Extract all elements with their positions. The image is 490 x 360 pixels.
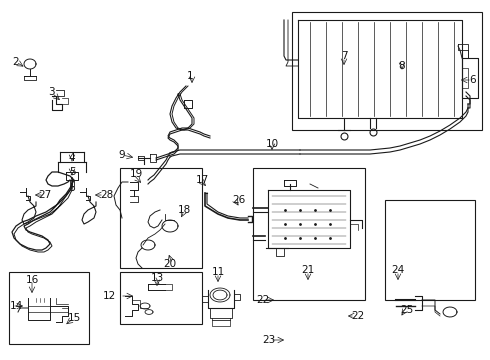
Bar [120, 168, 202, 268]
Text: 7: 7 [341, 51, 347, 61]
Text: 2: 2 [12, 57, 19, 67]
Text: 14: 14 [10, 301, 23, 311]
Text: 18: 18 [177, 205, 191, 215]
Text: 9: 9 [118, 150, 124, 160]
Text: 20: 20 [164, 259, 176, 269]
Text: 16: 16 [25, 275, 39, 285]
Text: 5: 5 [69, 167, 75, 177]
Text: 28: 28 [100, 190, 113, 200]
Text: 13: 13 [150, 273, 164, 283]
Text: 17: 17 [196, 175, 209, 185]
Text: 8: 8 [399, 61, 405, 71]
Text: 22: 22 [256, 295, 269, 305]
Text: 26: 26 [232, 195, 245, 205]
Text: 22: 22 [351, 311, 365, 321]
Text: 27: 27 [38, 190, 51, 200]
Text: 21: 21 [301, 265, 315, 275]
Text: 25: 25 [400, 305, 413, 315]
Text: 6: 6 [469, 75, 476, 85]
Text: 23: 23 [262, 335, 275, 345]
Bar [9, 272, 89, 344]
Bar [385, 200, 475, 300]
Text: 4: 4 [69, 153, 75, 163]
Bar [292, 12, 482, 130]
Text: 15: 15 [68, 313, 81, 323]
Text: 10: 10 [266, 139, 278, 149]
Text: 1: 1 [187, 71, 194, 81]
Text: 12: 12 [103, 291, 116, 301]
Text: 11: 11 [211, 267, 224, 277]
Bar [120, 272, 202, 324]
Text: 19: 19 [130, 169, 143, 179]
Text: 24: 24 [392, 265, 405, 275]
Bar [253, 168, 365, 300]
Text: 3: 3 [48, 87, 54, 97]
